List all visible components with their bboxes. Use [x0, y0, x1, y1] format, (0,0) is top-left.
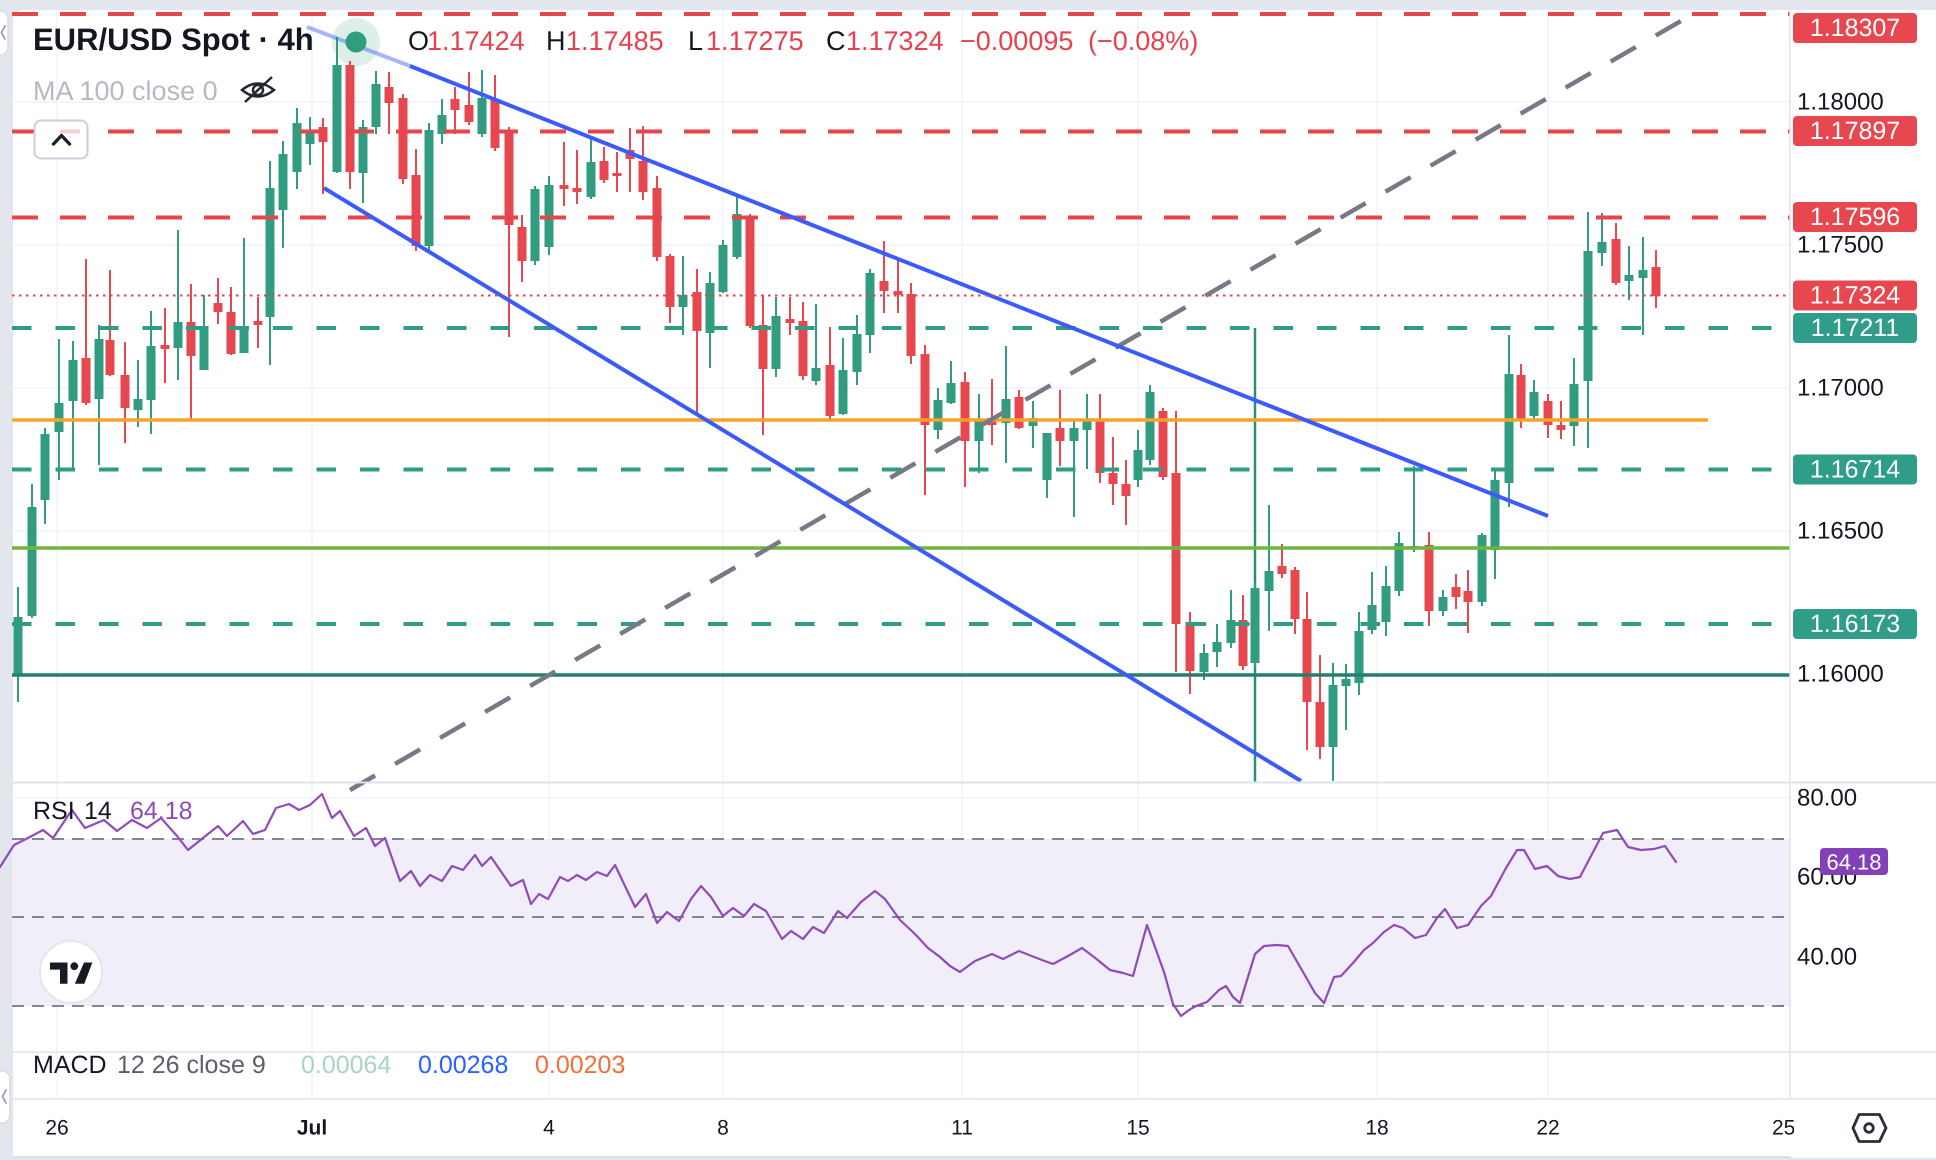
svg-text:12 26 close 9: 12 26 close 9: [117, 1051, 266, 1079]
svg-text:H: H: [546, 26, 566, 56]
svg-text:EUR/USD Spot · 4h: EUR/USD Spot · 4h: [33, 22, 314, 57]
svg-text:1.16173: 1.16173: [1810, 610, 1900, 638]
svg-text:15: 15: [1126, 1117, 1149, 1140]
svg-text:64.18: 64.18: [130, 797, 193, 825]
svg-text:11: 11: [951, 1117, 973, 1140]
svg-text:MA 100 close 0: MA 100 close 0: [33, 76, 218, 106]
svg-text:C: C: [826, 26, 846, 56]
svg-text:1.16714: 1.16714: [1810, 456, 1900, 484]
svg-text:MACD: MACD: [33, 1051, 107, 1079]
svg-text:L: L: [688, 26, 703, 56]
svg-text:1.17596: 1.17596: [1810, 203, 1900, 231]
svg-text:0.00203: 0.00203: [535, 1051, 625, 1079]
svg-text:8: 8: [717, 1117, 729, 1140]
svg-text:1.17324: 1.17324: [1810, 282, 1900, 310]
svg-text:0.00268: 0.00268: [418, 1051, 508, 1079]
svg-text:1.16500: 1.16500: [1797, 518, 1884, 545]
svg-text:Jul: Jul: [297, 1117, 327, 1140]
svg-text:1.18307: 1.18307: [1810, 14, 1900, 42]
svg-text:(−0.08%): (−0.08%): [1088, 26, 1198, 56]
svg-text:64.18: 64.18: [1826, 850, 1881, 875]
svg-text:18: 18: [1365, 1117, 1388, 1140]
svg-text:1.17500: 1.17500: [1797, 232, 1884, 259]
svg-text:1.17424: 1.17424: [427, 26, 525, 56]
svg-text:1.17324: 1.17324: [846, 26, 944, 56]
svg-text:1.17000: 1.17000: [1797, 375, 1884, 402]
svg-text:1.17897: 1.17897: [1810, 117, 1900, 145]
svg-text:1.17485: 1.17485: [566, 26, 664, 56]
svg-text:25: 25: [1772, 1117, 1795, 1140]
svg-text:1.16000: 1.16000: [1797, 661, 1884, 688]
svg-text:RSI: RSI: [33, 797, 75, 825]
svg-text:26: 26: [45, 1117, 68, 1140]
svg-text:0.00064: 0.00064: [301, 1051, 391, 1079]
svg-text:1.17211: 1.17211: [1811, 314, 1900, 342]
svg-text:22: 22: [1536, 1117, 1559, 1140]
svg-text:4: 4: [543, 1117, 555, 1140]
svg-text:1.18000: 1.18000: [1797, 89, 1884, 116]
svg-text:80.00: 80.00: [1797, 785, 1857, 812]
svg-text:1.17275: 1.17275: [706, 26, 804, 56]
svg-text:40.00: 40.00: [1797, 944, 1857, 971]
svg-text:14: 14: [84, 797, 112, 825]
svg-text:−0.00095: −0.00095: [960, 26, 1073, 56]
svg-text:O: O: [408, 26, 429, 56]
